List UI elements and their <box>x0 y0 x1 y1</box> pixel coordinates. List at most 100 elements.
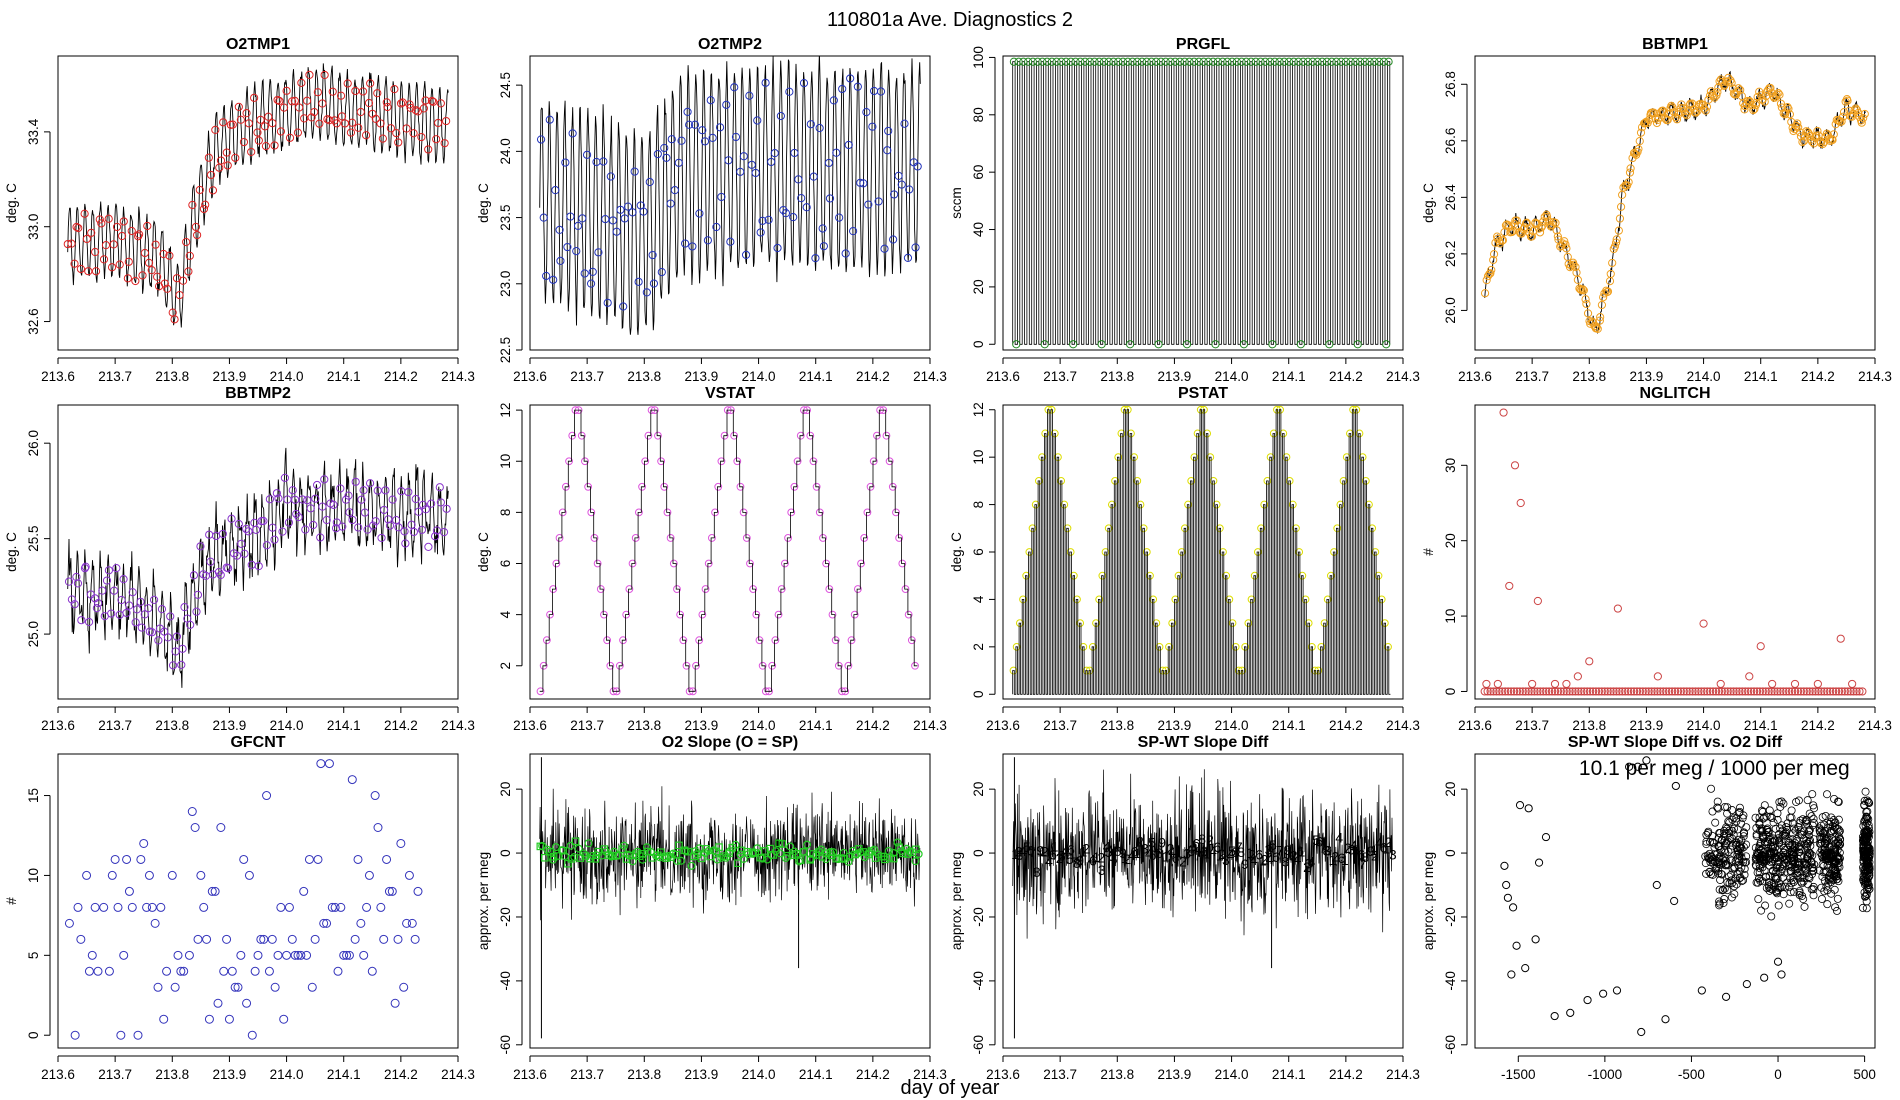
data-point <box>707 534 716 542</box>
data-point <box>1266 453 1275 462</box>
data-point <box>1487 265 1496 275</box>
data-point <box>435 483 444 492</box>
data-point <box>1732 838 1741 847</box>
data-point <box>1568 687 1577 696</box>
data-point <box>1209 57 1218 66</box>
data-point <box>737 846 746 855</box>
data-point <box>620 214 629 223</box>
series-line <box>1012 769 1394 939</box>
x-tick-label: 213.9 <box>1630 369 1664 384</box>
data-point <box>1755 868 1764 877</box>
data-point <box>555 534 564 542</box>
data-point <box>1346 57 1355 66</box>
data-point <box>874 197 883 206</box>
data-point <box>370 791 380 801</box>
data-point <box>1785 687 1794 696</box>
data-point <box>93 966 103 976</box>
y-tick-label: 24.5 <box>498 72 513 98</box>
data-point <box>1498 236 1507 245</box>
data-point <box>894 171 903 180</box>
data-point <box>673 585 681 593</box>
data-point <box>742 534 751 542</box>
data-point <box>806 431 815 440</box>
data-point <box>885 457 894 466</box>
y-axis: 25.025.526.0 <box>26 430 51 647</box>
data-point <box>1820 687 1829 696</box>
data-point <box>1594 687 1603 696</box>
x-tick-label: 214.3 <box>441 1067 475 1082</box>
data-point <box>272 489 281 498</box>
data-point <box>1794 823 1803 832</box>
data-point <box>1697 986 1706 995</box>
data-point <box>1521 964 1530 973</box>
data-point <box>1736 873 1745 882</box>
data-point <box>633 847 642 856</box>
data-point <box>1742 858 1751 867</box>
data-point <box>1811 687 1820 696</box>
data-point <box>1251 57 1260 66</box>
data-point <box>143 221 152 231</box>
data-point <box>1123 57 1132 66</box>
x-tick-label: 0 <box>1774 1067 1782 1082</box>
x-tick-label: 213.7 <box>1515 718 1549 733</box>
data-label: 4 <box>1168 844 1176 860</box>
data-point <box>1735 803 1744 812</box>
data-point <box>1574 687 1583 696</box>
data-point <box>328 87 337 96</box>
data-point <box>1755 864 1764 873</box>
data-point <box>1626 687 1636 696</box>
x-tick-label: 214.3 <box>441 369 475 384</box>
data-point <box>265 495 275 504</box>
plot-frame <box>1002 55 1404 351</box>
data-point <box>1793 864 1802 873</box>
series-line <box>539 56 921 335</box>
data-label: 1 <box>1120 850 1128 866</box>
data-point <box>734 859 742 868</box>
plot-area <box>64 447 451 688</box>
data-point <box>1152 57 1161 66</box>
data-point <box>231 153 240 162</box>
data-point <box>1768 842 1777 851</box>
data-point <box>1534 858 1544 867</box>
y-tick-label: -40 <box>498 971 513 991</box>
data-point <box>307 113 316 122</box>
data-label: 8 <box>1237 844 1245 860</box>
data-point <box>184 267 193 276</box>
data-point <box>1833 894 1842 903</box>
data-point <box>1489 255 1498 265</box>
data-point <box>288 97 297 106</box>
data-point <box>1597 687 1606 696</box>
x-tick-label: -1000 <box>1588 1067 1623 1082</box>
data-point <box>1009 57 1019 66</box>
data-point <box>1756 91 1766 100</box>
data-point <box>224 564 233 573</box>
data-point <box>1637 1027 1646 1037</box>
data-point <box>407 918 417 928</box>
data-point <box>436 99 445 108</box>
x-tick-label: 213.8 <box>627 369 661 384</box>
data-point <box>137 623 146 632</box>
data-point <box>168 661 178 670</box>
data-point <box>784 534 792 542</box>
data-point <box>1212 500 1221 509</box>
data-point <box>1190 453 1199 462</box>
data-point <box>1739 832 1748 841</box>
data-point <box>393 934 403 944</box>
data-point <box>140 610 149 619</box>
data-point <box>1522 218 1531 227</box>
data-point <box>853 585 862 593</box>
data-point <box>270 141 279 150</box>
data-point <box>1515 687 1524 696</box>
data-point <box>178 276 188 285</box>
data-point <box>555 225 564 235</box>
data-point <box>74 223 83 233</box>
data-point <box>1524 687 1533 696</box>
data-point <box>911 243 920 252</box>
data-point <box>536 687 545 696</box>
data-point <box>1755 687 1764 696</box>
data-point <box>753 116 762 125</box>
series-line <box>539 786 921 921</box>
data-point <box>692 661 700 670</box>
data-point <box>1820 826 1829 835</box>
